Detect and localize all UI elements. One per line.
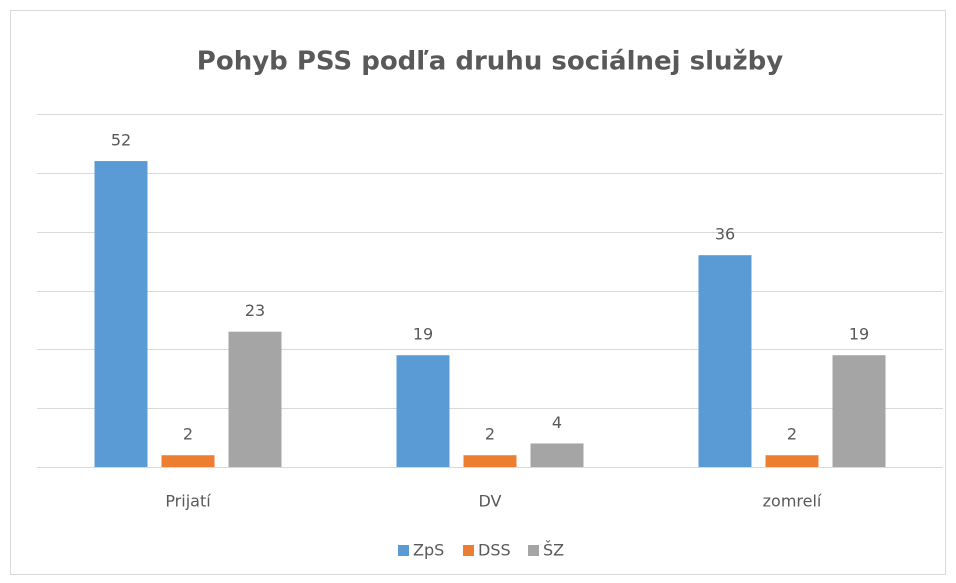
- data-label: 4: [552, 413, 562, 432]
- bar: [228, 331, 282, 467]
- chart-frame: [10, 10, 946, 575]
- chart-title: Pohyb PSS podľa druhu sociálnej služby: [197, 47, 783, 77]
- bar: [832, 355, 886, 467]
- x-tick-label: zomrelí: [763, 492, 822, 511]
- x-tick-label: DV: [479, 492, 502, 511]
- x-tick-label: Prijatí: [165, 492, 211, 511]
- data-label: 23: [245, 301, 265, 320]
- data-label: 52: [111, 131, 131, 150]
- bar: [94, 161, 148, 468]
- data-label: 19: [413, 325, 433, 344]
- bar: [463, 455, 517, 467]
- data-label: 2: [183, 425, 193, 444]
- legend-label: ŠZ: [543, 541, 564, 560]
- legend-swatch: [463, 545, 474, 556]
- data-label: 2: [787, 425, 797, 444]
- legend-label: DSS: [478, 541, 511, 560]
- bar: [765, 455, 819, 467]
- data-label: 19: [849, 325, 869, 344]
- legend-swatch: [398, 545, 409, 556]
- data-label: 36: [715, 225, 735, 244]
- bar: [698, 255, 752, 467]
- data-label: 2: [485, 425, 495, 444]
- bar: [396, 355, 450, 467]
- legend-label: ZpS: [413, 541, 444, 560]
- bar: [530, 443, 584, 467]
- legend-swatch: [528, 545, 539, 556]
- bar: [161, 455, 215, 467]
